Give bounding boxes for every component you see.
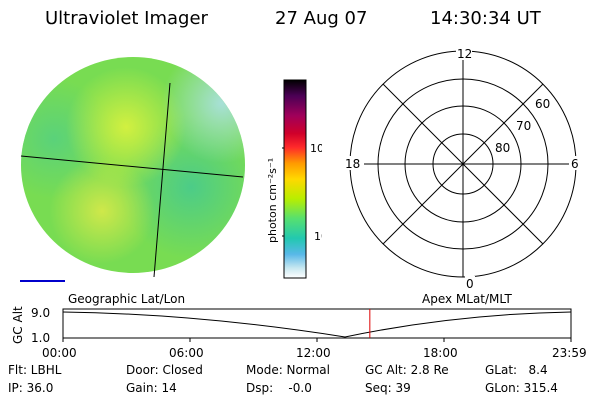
ytick-top: 9.0 [31, 306, 50, 320]
colorbar-label: photon cm⁻²s⁻¹ [266, 158, 279, 243]
lat-label-70: 70 [516, 119, 531, 133]
xtick-0600: 06:00 [169, 346, 204, 360]
date-label: 27 Aug 07 [275, 8, 368, 29]
auroral-image [20, 57, 245, 278]
xtick-0000: 00:00 [42, 346, 77, 360]
scale-bar [20, 280, 65, 282]
xtick-2359: 23:59 [552, 346, 587, 360]
xtick-1800: 18:00 [423, 346, 458, 360]
lat-line [20, 155, 244, 178]
lat-label-80: 80 [495, 141, 510, 155]
status-dsp: Dsp: -0.0 [246, 381, 312, 395]
status-seq: Seq: 39 [365, 381, 411, 395]
lon-line [153, 82, 171, 278]
colorbar-tick-100: 100 [310, 142, 322, 155]
grid-caption: Apex MLat/MLT [422, 292, 512, 306]
status-mode: Mode: Normal [246, 363, 330, 377]
status-glat: GLat: 8.4 [485, 363, 548, 377]
timeline-frame [62, 308, 572, 339]
colorbar-scale [283, 79, 307, 279]
lat-label-60: 60 [535, 97, 550, 111]
status-gcalt: GC Alt: 2.8 Re [365, 363, 449, 377]
altitude-timeline: GC Alt 9.0 1.0 00:00 06:00 12:00 18:00 2… [11, 306, 587, 360]
altitude-curve [62, 311, 572, 338]
status-gain: Gain: 14 [126, 381, 177, 395]
time-label: 14:30:34 UT [430, 8, 541, 29]
colorbar: 100 10 photon cm⁻²s⁻¹ [266, 79, 322, 279]
instrument-title: Ultraviolet Imager [45, 8, 208, 29]
mlt-label-0: 0 [466, 277, 474, 291]
status-flt: Flt: LBHL [8, 363, 62, 377]
ytick-bottom: 1.0 [31, 331, 50, 345]
mlt-label-18: 18 [345, 157, 360, 171]
image-caption: Geographic Lat/Lon [68, 292, 186, 306]
status-ip: IP: 36.0 [8, 381, 54, 395]
xtick-1200: 12:00 [296, 346, 331, 360]
mlt-label-6: 6 [571, 157, 579, 171]
status-door: Door: Closed [126, 363, 203, 377]
timeline-ylabel: GC Alt [11, 306, 25, 344]
mlt-label-12: 12 [457, 48, 472, 61]
status-glon: GLon: 315.4 [485, 381, 558, 395]
polar-grid: 12 18 6 0 60 70 80 [344, 48, 581, 291]
colorbar-tick-10: 10 [314, 230, 322, 243]
